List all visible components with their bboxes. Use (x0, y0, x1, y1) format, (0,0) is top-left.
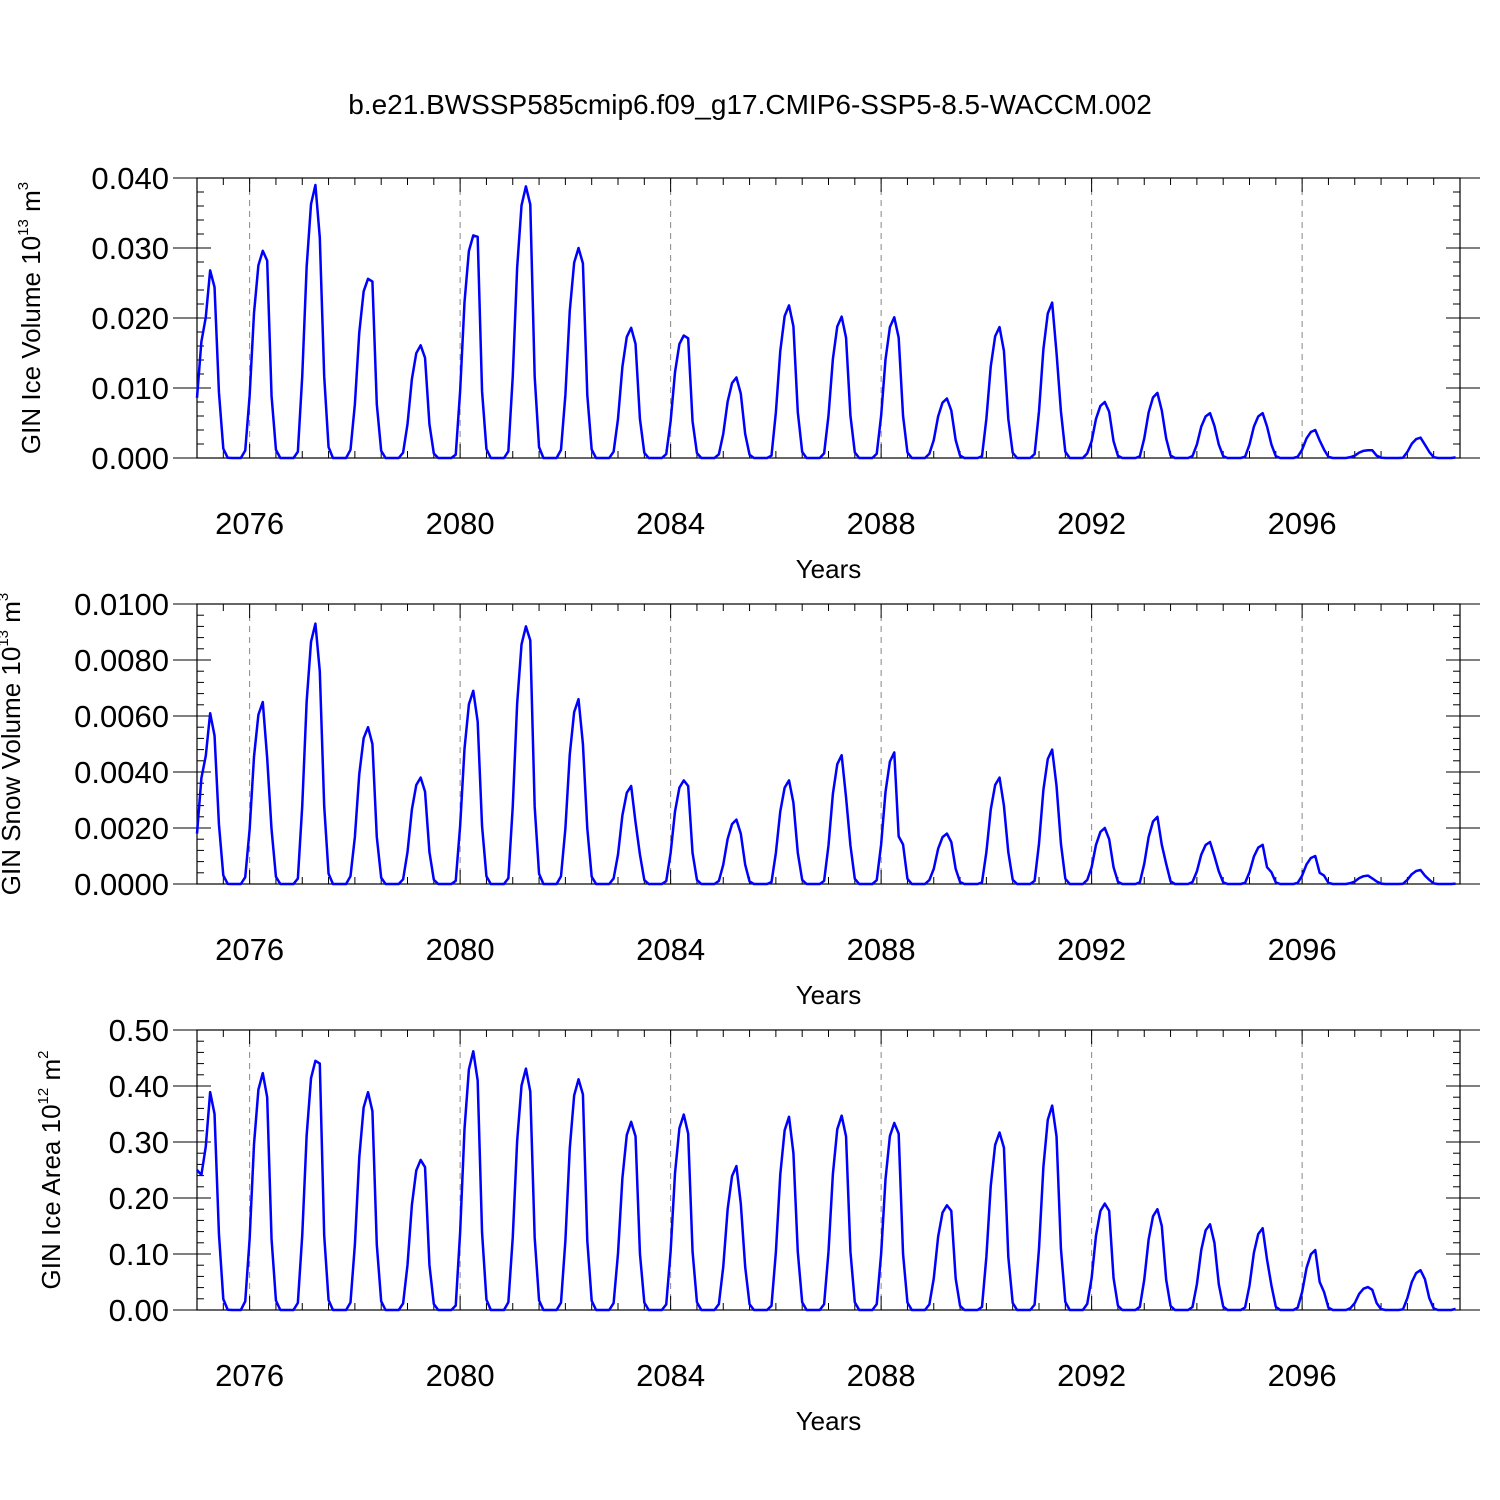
x-axis-title: Years (796, 1406, 862, 1436)
y-axis-title-unit-exp: 3 (15, 182, 32, 190)
x-tick-label: 2084 (636, 506, 705, 541)
x-tick-label: 2096 (1268, 1358, 1337, 1393)
x-tick-label: 2084 (636, 1358, 705, 1393)
y-tick-label: 0.020 (91, 301, 169, 336)
y-tick-label: 0.00 (109, 1293, 169, 1328)
y-axis-title: GIN Ice Volume 1013 m3 (15, 182, 46, 454)
plot-frame (196, 177, 1461, 459)
x-tick-label: 2092 (1057, 1358, 1126, 1393)
series-line (196, 1050, 1456, 1312)
x-tick-label: 2076 (215, 506, 284, 541)
series-line (195, 622, 1456, 886)
plot-frame (196, 603, 1461, 885)
panel-ice-area: 2076 2080 2084 2088 2092 2096 0.00 0.10 0.20 0.30… (35, 1013, 1480, 1436)
y-axis-title-exp: 13 (0, 630, 12, 647)
y-tick-label: 0.40 (109, 1069, 169, 1104)
panel-snow-volume: 2076 2080 2084 2088 2092 2096 0.0000 0.0020 0.00… (0, 587, 1480, 1010)
y-axis-title: GIN Ice Area 1012 m2 (35, 1051, 66, 1290)
x-tick-label: 2092 (1057, 932, 1126, 967)
x-tick-label: 2076 (215, 932, 284, 967)
y-axis-title-main: GIN Snow Volume 10 (0, 647, 26, 896)
x-tick-label: 2076 (215, 1358, 284, 1393)
series-line (195, 183, 1456, 460)
y-axis-title-unit: m (36, 1059, 66, 1088)
y-axis-title-exp: 13 (15, 219, 32, 236)
x-tick-label: 2088 (847, 506, 916, 541)
figure-title: b.e21.BWSSP585cmip6.f09_g17.CMIP6-SSP5-8… (348, 89, 1152, 120)
panel-ice-volume: 2076 2080 2084 2088 2092 2096 0.000 0.010 0.020 0… (15, 161, 1480, 584)
x-tick-label: 2080 (426, 932, 495, 967)
y-axis-title-main: GIN Ice Volume 10 (16, 236, 46, 454)
y-tick-label: 0.0000 (74, 867, 169, 902)
y-tick-label: 0.0080 (74, 643, 169, 678)
x-tick-label: 2096 (1268, 932, 1337, 967)
y-tick-label: 0.0020 (74, 811, 169, 846)
y-tick-label: 0.010 (91, 371, 169, 406)
x-tick-label: 2080 (426, 506, 495, 541)
y-tick-label: 0.0060 (74, 699, 169, 734)
y-axis-title-main: GIN Ice Area 10 (36, 1104, 66, 1289)
x-tick-label: 2096 (1268, 506, 1337, 541)
x-tick-label: 2092 (1057, 506, 1126, 541)
y-axis-title-exp: 12 (35, 1088, 52, 1105)
y-axis-title: GIN Snow Volume 1013 m3 (0, 593, 26, 896)
y-axis-title-unit-exp: 3 (0, 593, 12, 601)
y-tick-label: 0.10 (109, 1237, 169, 1272)
y-tick-label: 0.000 (91, 441, 169, 476)
y-axis-title-unit: m (0, 601, 26, 630)
y-tick-label: 0.50 (109, 1013, 169, 1048)
y-tick-label: 0.030 (91, 231, 169, 266)
x-tick-label: 2080 (426, 1358, 495, 1393)
x-tick-label: 2088 (847, 932, 916, 967)
y-axis-title-unit: m (16, 190, 46, 219)
y-tick-label: 0.0040 (74, 755, 169, 790)
x-tick-label: 2088 (847, 1358, 916, 1393)
y-axis-title-unit-exp: 2 (35, 1051, 52, 1059)
y-tick-label: 0.30 (109, 1125, 169, 1160)
x-axis-title: Years (796, 980, 862, 1010)
x-axis-title: Years (796, 554, 862, 584)
x-tick-label: 2084 (636, 932, 705, 967)
y-tick-label: 0.040 (91, 161, 169, 196)
y-tick-label: 0.20 (109, 1181, 169, 1216)
y-tick-label: 0.0100 (74, 587, 169, 622)
